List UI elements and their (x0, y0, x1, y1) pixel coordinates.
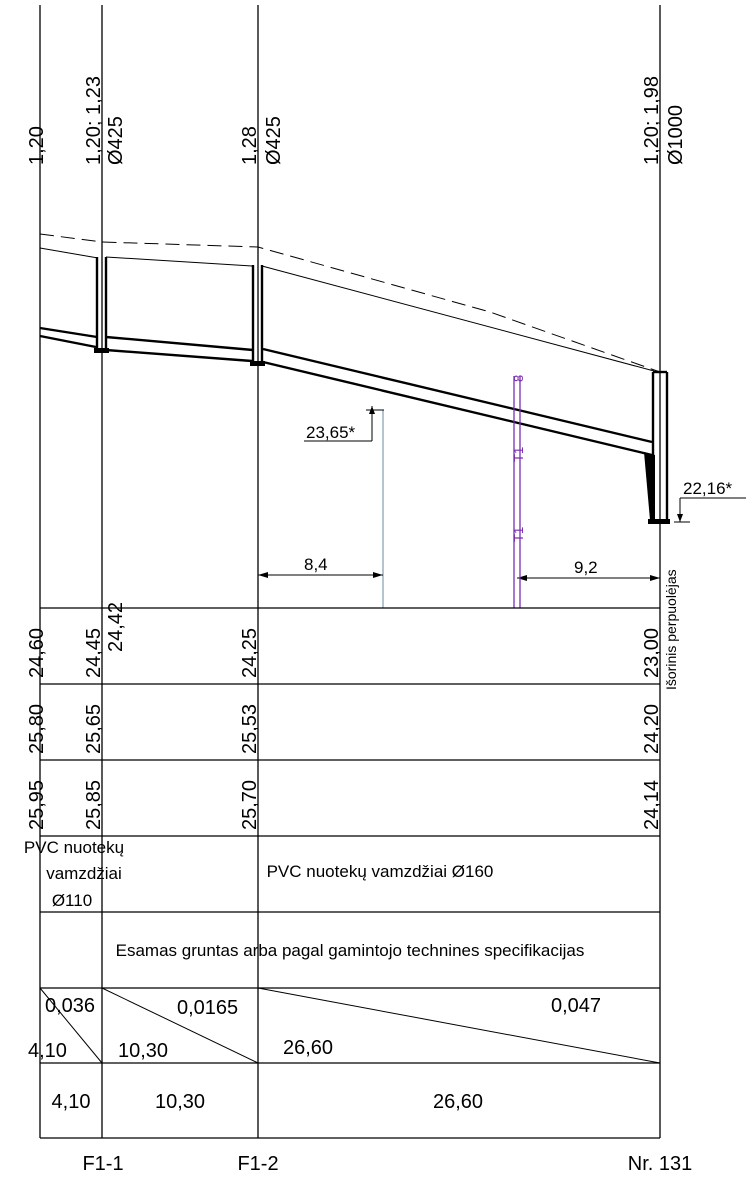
diameter-label-2: Ø425 (263, 116, 285, 165)
pipe-top-seg-2 (105, 256, 253, 267)
length-1: 4,10 (52, 1091, 91, 1113)
diameter-label-1: Ø425 (105, 116, 127, 165)
ground-label-3: 1,20; 1,98 (641, 76, 663, 165)
row1-val-4: 23,00 (641, 628, 663, 678)
pipe-upper-seg-3 (262, 347, 653, 444)
distance-label-left: 8,4 (304, 555, 328, 574)
row1-val-2: 24,42 (105, 602, 127, 652)
existing-ground-line (39, 233, 661, 373)
pipe-top-seg-1 (39, 247, 99, 259)
slope-1: 0,036 (45, 995, 95, 1017)
pipe-lower-seg-1 (39, 334, 97, 349)
manhole-f1-2 (250, 265, 265, 366)
pipe-main-label: PVC nuotekų vamzdžiai Ø160 (267, 862, 494, 881)
station-label-nr131: Nr. 131 (628, 1153, 692, 1175)
length-diag-1: 4,10 (28, 1040, 67, 1062)
row3-val-3: 24,14 (641, 780, 663, 830)
row2-val-0: 25,80 (26, 704, 48, 754)
length-2: 10,30 (155, 1091, 205, 1113)
utility-crossing (513, 376, 521, 608)
station-label-f1-1: F1-1 (82, 1153, 123, 1175)
row3-val-0: 25,95 (26, 780, 48, 830)
crossing-label: Išorinis perpuolėjas (663, 569, 679, 690)
row3-val-2: 25,70 (239, 780, 261, 830)
row2-val-2: 25,53 (239, 704, 261, 754)
level-annotation-right (674, 497, 746, 523)
row3-val-1: 25,85 (83, 780, 105, 830)
pipe-upper-seg-1 (39, 326, 98, 339)
distance-label-right: 9,2 (574, 558, 598, 577)
distance-dim-right (517, 575, 660, 581)
length-diag-2: 10,30 (118, 1040, 168, 1062)
level-label-right: 22,16* (683, 479, 733, 498)
diameter-label-3: Ø1000 (665, 105, 687, 165)
manhole-nr131 (644, 370, 670, 524)
pipe-left-line3: Ø110 (52, 891, 92, 910)
length-diag-3: 26,60 (283, 1037, 333, 1059)
pipe-top-seg-3 (261, 265, 655, 372)
distance-dim-left (258, 572, 383, 578)
station-label-f1-2: F1-2 (237, 1153, 278, 1175)
pipe-left-line1: PVC nuotekų (24, 838, 124, 857)
row2-val-1: 25,65 (83, 704, 105, 754)
ground-label-1: 1,20; 1,23 (83, 76, 105, 165)
pipe-lower-seg-2 (105, 348, 253, 363)
soil-label: Esamas gruntas arba pagal gamintojo tech… (116, 941, 585, 960)
pipe-upper-seg-2 (105, 335, 254, 352)
utility-symbol: 8 (511, 375, 526, 382)
row1-val-3: 24,25 (239, 628, 261, 678)
utility-label-lower: T1 (511, 527, 526, 542)
length-3: 26,60 (433, 1091, 483, 1113)
utility-label-upper: T1 (511, 447, 526, 462)
level-label-left: 23,65* (306, 423, 356, 442)
table-grid (39, 607, 661, 1139)
row1-val-1: 24,45 (83, 628, 105, 678)
row1-val-0: 24,60 (26, 628, 48, 678)
slope-2: 0,0165 (177, 997, 238, 1019)
pipe-left-line2: vamzdžiai (46, 864, 122, 883)
row2-val-3: 24,20 (641, 704, 663, 754)
ground-label-2: 1,28 (239, 126, 261, 165)
ground-label-0: 1,20 (26, 126, 48, 165)
slope-3: 0,047 (551, 995, 601, 1017)
pipe-lower-seg-3 (262, 360, 653, 457)
manhole-f1-1 (94, 257, 109, 353)
